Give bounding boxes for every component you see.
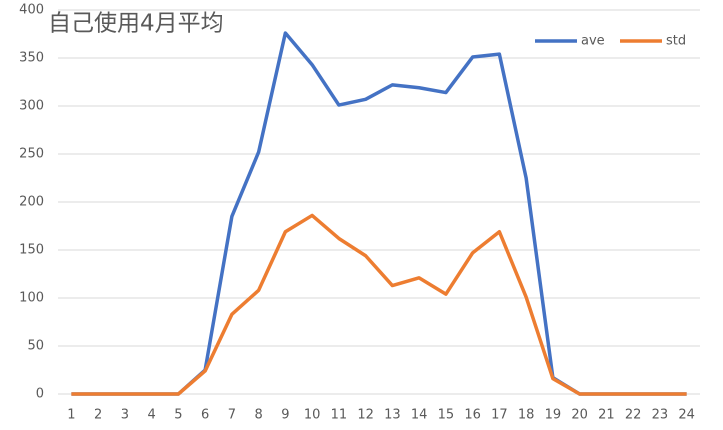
y-tick-label: 350: [19, 51, 44, 66]
x-tick-label: 2: [94, 408, 102, 423]
x-tick-label: 24: [678, 408, 695, 423]
x-tick-label: 16: [464, 408, 481, 423]
y-tick-label: 150: [19, 243, 44, 258]
y-tick-label: 250: [19, 147, 44, 162]
y-tick-label: 300: [19, 99, 44, 114]
x-tick-label: 19: [545, 408, 562, 423]
x-tick-label: 3: [121, 408, 129, 423]
x-tick-label: 14: [411, 408, 428, 423]
x-tick-label: 9: [281, 408, 289, 423]
y-tick-label: 400: [19, 3, 44, 18]
x-tick-label: 8: [254, 408, 262, 423]
x-tick-label: 10: [304, 408, 321, 423]
x-tick-label: 21: [598, 408, 615, 423]
x-tick-label: 17: [491, 408, 508, 423]
x-tick-label: 4: [147, 408, 155, 423]
x-tick-label: 23: [652, 408, 669, 423]
y-tick-label: 200: [19, 195, 44, 210]
series-line: [71, 31, 687, 396]
x-tick-label: 11: [331, 408, 348, 423]
y-tick-label: 0: [36, 387, 44, 402]
x-tick-label: 1: [67, 408, 75, 423]
legend-label: std: [666, 34, 686, 49]
x-tick-label: 5: [174, 408, 182, 423]
x-tick-label: 6: [201, 408, 209, 423]
y-tick-label: 100: [19, 291, 44, 306]
series-line: [71, 213, 687, 396]
legend-label: ave: [581, 34, 605, 49]
x-tick-label: 13: [384, 408, 401, 423]
y-tick-label: 50: [27, 339, 44, 354]
x-tick-label: 22: [625, 408, 642, 423]
x-tick-label: 20: [571, 408, 588, 423]
x-tick-label: 15: [438, 408, 455, 423]
x-tick-label: 7: [228, 408, 236, 423]
x-tick-label: 12: [357, 408, 374, 423]
x-tick-label: 18: [518, 408, 535, 423]
chart-title: 自己使用4月平均: [48, 11, 224, 37]
